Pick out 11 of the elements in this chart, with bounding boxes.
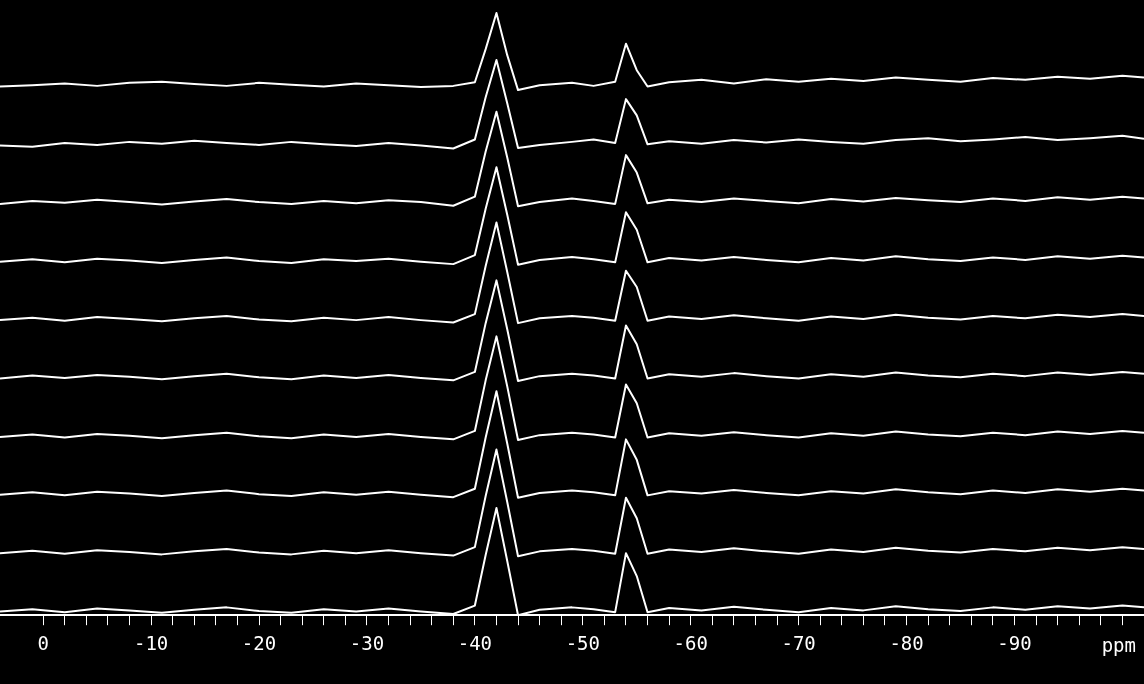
x-tick-label: -40 xyxy=(457,631,493,654)
x-tick-label: -60 xyxy=(673,631,708,654)
x-tick-label: -90 xyxy=(997,631,1032,654)
x-tick-label: -30 xyxy=(349,631,385,654)
x-tick-label: 0 xyxy=(37,631,49,654)
x-tick-label: -70 xyxy=(781,631,816,654)
x-tick-label: -20 xyxy=(241,631,277,654)
x-tick-label: -80 xyxy=(889,631,924,654)
x-axis-title: ppm xyxy=(1101,634,1136,657)
x-tick-label: -10 xyxy=(133,631,169,654)
x-tick-label: -50 xyxy=(565,631,600,654)
